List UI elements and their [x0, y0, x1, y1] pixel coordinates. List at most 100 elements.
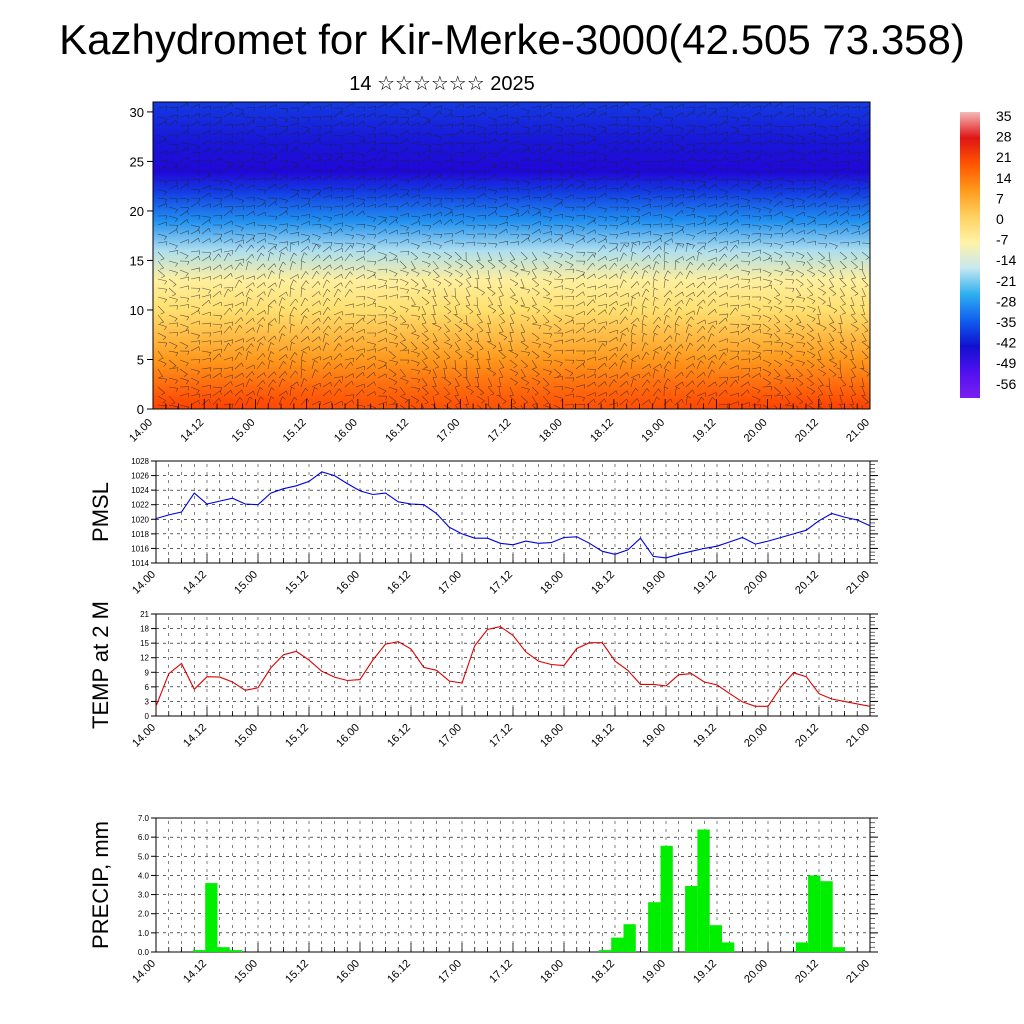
wind-barb	[454, 213, 464, 217]
wind-barb	[663, 215, 673, 220]
x-tick-label: 20.00	[742, 569, 770, 597]
wind-barb	[751, 179, 761, 183]
wind-barb-flag	[197, 371, 200, 375]
wind-barb-flag	[615, 198, 619, 203]
wind-barb-flag	[295, 298, 299, 303]
wind-barb	[861, 386, 866, 396]
wind-barb-flag	[723, 352, 727, 356]
wind-barb	[168, 359, 177, 366]
wind-barb	[311, 281, 319, 289]
wind-barb-flag	[616, 243, 619, 248]
wind-barb-flag	[175, 209, 178, 214]
wind-barb	[498, 221, 508, 226]
wind-barb-flag	[548, 371, 552, 376]
wind-barb	[696, 299, 704, 307]
wind-barb-flag	[616, 207, 619, 211]
wind-barb-flag	[780, 111, 783, 116]
wind-barb-flag	[703, 335, 706, 340]
wind-barb	[652, 129, 661, 136]
wind-barb	[344, 202, 354, 208]
wind-barb-flag	[692, 129, 695, 134]
wind-barb-flag	[581, 227, 585, 232]
wind-barb-flag	[759, 233, 762, 238]
wind-barb-flag	[560, 164, 563, 168]
wind-barb	[707, 360, 713, 370]
wind-barb-flag	[242, 372, 244, 377]
wind-barbs	[157, 102, 870, 414]
wind-barb	[278, 361, 284, 370]
wind-barb-flag	[198, 215, 201, 220]
wind-barb-flag	[809, 402, 813, 405]
wind-barb-flag	[681, 371, 684, 376]
wind-barb	[674, 243, 679, 253]
y-tick-label: 21	[140, 610, 149, 619]
wind-barb	[333, 122, 343, 127]
wind-barb	[223, 250, 233, 253]
wind-barb	[806, 132, 816, 136]
wind-barb	[597, 274, 606, 280]
wind-barb	[201, 399, 210, 406]
wind-barb	[718, 313, 728, 316]
wind-barb	[850, 187, 860, 190]
wind-barb	[223, 123, 233, 127]
wind-barb	[619, 327, 628, 334]
wind-barb	[597, 238, 607, 244]
wind-barb	[652, 351, 656, 361]
wind-barb-flag	[501, 321, 505, 324]
wind-barb-flag	[417, 307, 421, 311]
wind-barb-flag	[814, 139, 816, 144]
wind-barb-flag	[736, 118, 740, 123]
wind-barb-flag	[561, 376, 564, 381]
wind-barb	[267, 371, 275, 379]
wind-barb-flag	[624, 243, 628, 248]
wind-barb-flag	[220, 117, 223, 122]
wind-barb-flag	[273, 236, 277, 241]
wind-barb	[531, 149, 541, 154]
wind-barb	[531, 177, 541, 181]
wind-barb-flag	[819, 349, 824, 351]
wind-barb	[740, 214, 750, 217]
wind-barb	[773, 192, 782, 199]
wind-barb-flag	[703, 299, 706, 304]
wind-barb-flag	[846, 120, 849, 125]
wind-barb-flag	[810, 365, 815, 368]
wind-barb-flag	[495, 174, 497, 179]
wind-barb-flag	[776, 412, 780, 414]
wind-barb-flag	[480, 266, 485, 270]
wind-barb	[300, 152, 310, 155]
wind-barb	[839, 350, 848, 357]
wind-barb-flag	[198, 179, 201, 184]
wind-barb	[267, 379, 274, 388]
wind-barb-flag	[809, 375, 813, 378]
wind-barb-flag	[274, 263, 277, 268]
wind-barb-flag	[352, 175, 354, 180]
wind-barb-flag	[689, 270, 693, 274]
wind-barb	[322, 170, 333, 172]
wind-barb-flag	[846, 199, 850, 203]
wind-barb-flag	[538, 129, 541, 134]
wind-barb	[432, 203, 442, 208]
wind-barb-flag	[711, 333, 715, 337]
wind-barb	[421, 395, 429, 403]
wind-barb	[421, 174, 430, 181]
wind-barb	[300, 246, 309, 253]
wind-barb	[388, 251, 398, 257]
wind-barb	[641, 342, 646, 352]
wind-barb	[542, 193, 552, 199]
wind-barb	[850, 251, 858, 259]
wind-barb	[542, 323, 552, 328]
wind-barb-flag	[384, 217, 388, 222]
wind-barb-flag	[416, 273, 420, 277]
wind-barb-flag	[660, 179, 663, 184]
wind-barb	[399, 232, 409, 235]
wind-barb-flag	[627, 207, 630, 212]
wind-barb-flag	[259, 387, 264, 390]
wind-barb-flag	[654, 332, 659, 336]
wind-barb-flag	[319, 134, 322, 139]
wind-barb	[333, 311, 343, 316]
wind-barb	[597, 292, 607, 298]
wind-barb-flag	[803, 188, 806, 193]
wind-barb	[366, 355, 376, 361]
wind-barb-flag	[447, 311, 452, 314]
wind-barb	[586, 273, 595, 280]
